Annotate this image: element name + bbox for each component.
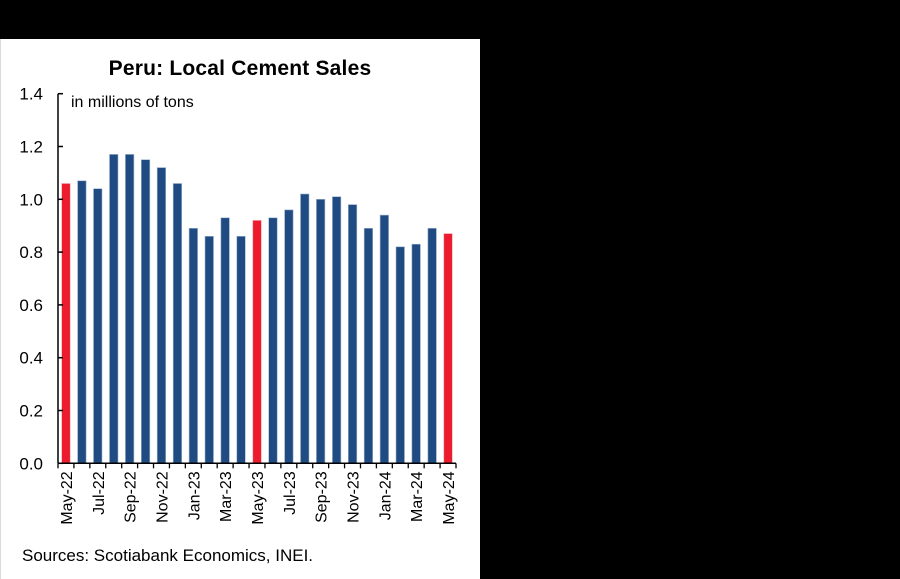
y-tick-label: 0.0 (19, 454, 43, 473)
bar-may-24 (443, 233, 453, 464)
y-tick-label: 1.0 (19, 190, 43, 209)
x-tick-label: Jan-24 (377, 471, 394, 520)
source-note: Sources: Scotiabank Economics, INEI. (22, 546, 314, 565)
bar-dec-22 (172, 183, 182, 464)
bar-dec-23 (363, 228, 374, 464)
bar-sep-22 (125, 154, 135, 464)
x-tick-label: Jul-23 (282, 471, 299, 515)
x-tick-label: May-22 (59, 471, 76, 524)
bar-jun-23 (268, 217, 278, 464)
bar-sep-23 (316, 199, 326, 464)
y-tick-label: 1.2 (19, 138, 43, 157)
x-tick-label: Sep-23 (314, 471, 331, 523)
y-tick-label: 1.4 (19, 85, 43, 104)
x-tick-label: Nov-23 (346, 471, 363, 523)
bar-feb-23 (204, 236, 214, 464)
bar-jan-24 (379, 214, 389, 464)
bar-aug-23 (300, 193, 310, 464)
chart-title: Peru: Local Cement Sales (108, 57, 372, 80)
x-tick-label: May-24 (441, 471, 458, 524)
x-tick-label: Mar-24 (409, 471, 426, 522)
x-tick-label: Nov-22 (155, 471, 172, 523)
x-tick-label: Mar-23 (218, 471, 235, 522)
bar-feb-24 (395, 246, 405, 464)
bar-nov-22 (156, 167, 166, 464)
bar-may-22 (61, 183, 71, 464)
y-tick-label: 0.4 (19, 349, 43, 368)
bar-jul-22 (93, 188, 103, 464)
bar-oct-23 (332, 196, 342, 464)
bar-may-23 (252, 220, 262, 464)
bar-jan-23 (188, 228, 198, 464)
bar-apr-24 (427, 228, 437, 464)
bar-nov-23 (347, 204, 358, 464)
bar-jul-23 (284, 209, 294, 464)
bar-jun-22 (77, 180, 87, 464)
x-tick-label: Jan-23 (186, 471, 203, 520)
bar-mar-24 (411, 243, 421, 464)
bar-oct-22 (141, 159, 151, 464)
y-tick-label: 0.2 (19, 402, 43, 421)
y-tick-label: 0.8 (19, 243, 43, 262)
x-tick-label: Sep-22 (123, 471, 140, 523)
bar-mar-23 (220, 217, 230, 464)
y-tick-label: 0.6 (19, 296, 43, 315)
bar-apr-23 (236, 236, 246, 464)
bar-aug-22 (109, 154, 119, 464)
x-tick-label: Jul-22 (91, 471, 108, 515)
unit-label: in millions of tons (71, 94, 194, 111)
x-tick-label: May-23 (250, 471, 267, 524)
